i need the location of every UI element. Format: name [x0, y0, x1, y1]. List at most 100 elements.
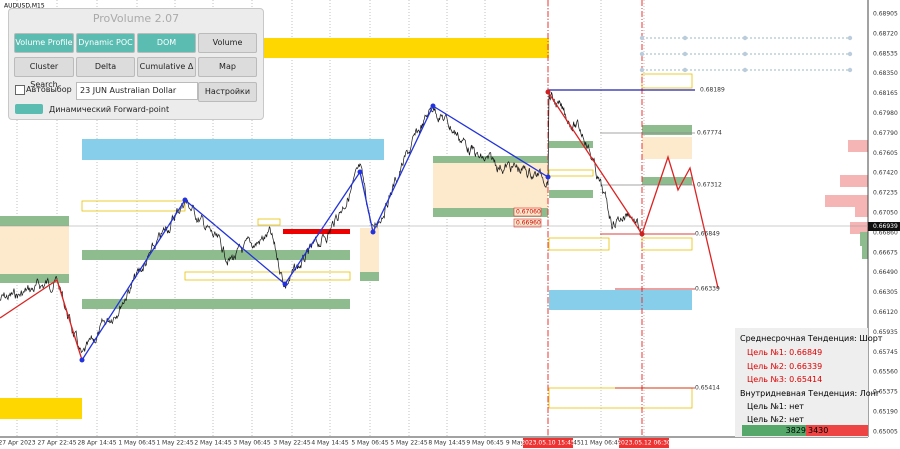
button[interactable]: Volume Profile [14, 33, 74, 53]
time-label: 5 May 22:45 [390, 440, 428, 447]
zone [642, 177, 692, 185]
panel-title: ProVolume 2.07 [92, 12, 180, 25]
time-label: 2 May 14:45 [194, 440, 232, 447]
marker [742, 67, 748, 73]
trend: Внутридневная Тенденция: Лонг [740, 389, 881, 398]
buy-volume: 3829 [742, 425, 806, 436]
volume-profile [860, 232, 868, 246]
price-label: 0.66860 [873, 229, 898, 236]
symbol: AUDUSD,M15 [4, 3, 45, 10]
price-label: 0.66120 [873, 309, 898, 316]
price-label: 0.66675 [873, 249, 898, 256]
target: Цель №3: 0.65414 [747, 375, 823, 384]
zone [549, 190, 593, 198]
zone-outline [257, 218, 281, 226]
zigzag-red [547, 91, 643, 235]
time-label: 2023.05.10 15:45 [521, 440, 575, 447]
time-label: 1 May 06:45 [118, 440, 156, 447]
level-label: 0.67774 [697, 130, 722, 137]
zone [0, 398, 82, 419]
zone-outline [548, 387, 693, 409]
level-label: 0.67060 [516, 209, 541, 216]
button[interactable]: Cluster Search [14, 57, 74, 89]
instrument-select[interactable]: 23 JUN Australian Dollar [76, 82, 198, 100]
button[interactable]: Cumulative Δ [137, 57, 196, 77]
button[interactable]: Delta [76, 57, 135, 77]
level-label: 0.67312 [697, 182, 722, 189]
zone [0, 274, 69, 283]
info-box: Среднесрочная Тенденция: Шорт Цель №1: 0… [735, 328, 882, 437]
time-label: 3 May 22:45 [273, 440, 311, 447]
zone-outline [641, 237, 693, 251]
price-label: 0.68165 [873, 90, 898, 97]
price-label: 0.67790 [873, 130, 898, 137]
price-label: 0.68350 [873, 70, 898, 77]
time-label: 5 May 06:45 [351, 440, 389, 447]
button[interactable]: Map [198, 57, 257, 77]
marker [847, 67, 853, 73]
price-label: 0.67605 [873, 150, 898, 157]
marker [639, 51, 645, 57]
checkbox[interactable] [15, 85, 25, 95]
zone [262, 38, 549, 58]
time-label: 9 May [506, 440, 525, 447]
zone [0, 226, 69, 276]
zone [549, 290, 692, 310]
time-label: 27 Apr 2023 [0, 440, 36, 447]
price-label: 0.65935 [873, 329, 898, 336]
level-tag [513, 218, 542, 228]
checkbox-label[interactable]: Автовыбор [26, 85, 72, 94]
toggle[interactable] [15, 104, 43, 114]
pivot [282, 281, 288, 287]
time-label: 9 May 06:45 [466, 440, 504, 447]
current-price: 0.66939 [873, 223, 898, 230]
marker [639, 67, 645, 73]
zone-outline [184, 271, 351, 281]
target: Цель №2: нет [747, 415, 804, 424]
target: Цель №1: 0.66849 [747, 348, 823, 357]
price-label: 0.65560 [873, 369, 898, 376]
level-label: 0.66849 [695, 231, 720, 238]
target: Цель №2: 0.66339 [747, 362, 823, 371]
zone [549, 141, 593, 148]
pivot [430, 103, 436, 109]
zone [283, 229, 350, 234]
zone [360, 228, 379, 272]
button[interactable]: Volume [198, 33, 257, 53]
zone-outline [548, 237, 610, 251]
pivot [182, 197, 188, 203]
zone [0, 216, 69, 226]
button[interactable]: DOM [137, 33, 196, 53]
time-label: 8 May 14:45 [428, 440, 466, 447]
level-tag [513, 207, 542, 217]
price-label: 0.65190 [873, 409, 898, 416]
pivot [370, 229, 376, 235]
marker [682, 51, 688, 57]
pivot [545, 174, 551, 180]
current-price-tag [868, 222, 900, 231]
time-label: 45 [573, 440, 581, 447]
zone-outline [641, 73, 693, 89]
price-label: 0.65375 [873, 389, 898, 396]
button[interactable]: Dynamic POC [76, 33, 135, 53]
zone [642, 137, 692, 159]
button[interactable]: Настройки [198, 82, 257, 102]
time-label: 2023.05.12 06:30 [617, 440, 671, 447]
zone [433, 163, 548, 209]
time-tag [619, 438, 669, 448]
time-label: 3 May 06:45 [233, 440, 271, 447]
level-label: 0.66339 [695, 286, 720, 293]
volume-profile [840, 175, 868, 187]
zigzag-red [0, 278, 83, 361]
pivot [79, 357, 85, 363]
marker [639, 35, 645, 41]
level-label: 0.65414 [695, 385, 720, 392]
price-label: 0.66305 [873, 289, 898, 296]
volume-profile [862, 245, 868, 259]
pivot [639, 231, 645, 237]
marker [682, 35, 688, 41]
zone [433, 156, 548, 163]
price-label: 0.65005 [873, 428, 898, 435]
